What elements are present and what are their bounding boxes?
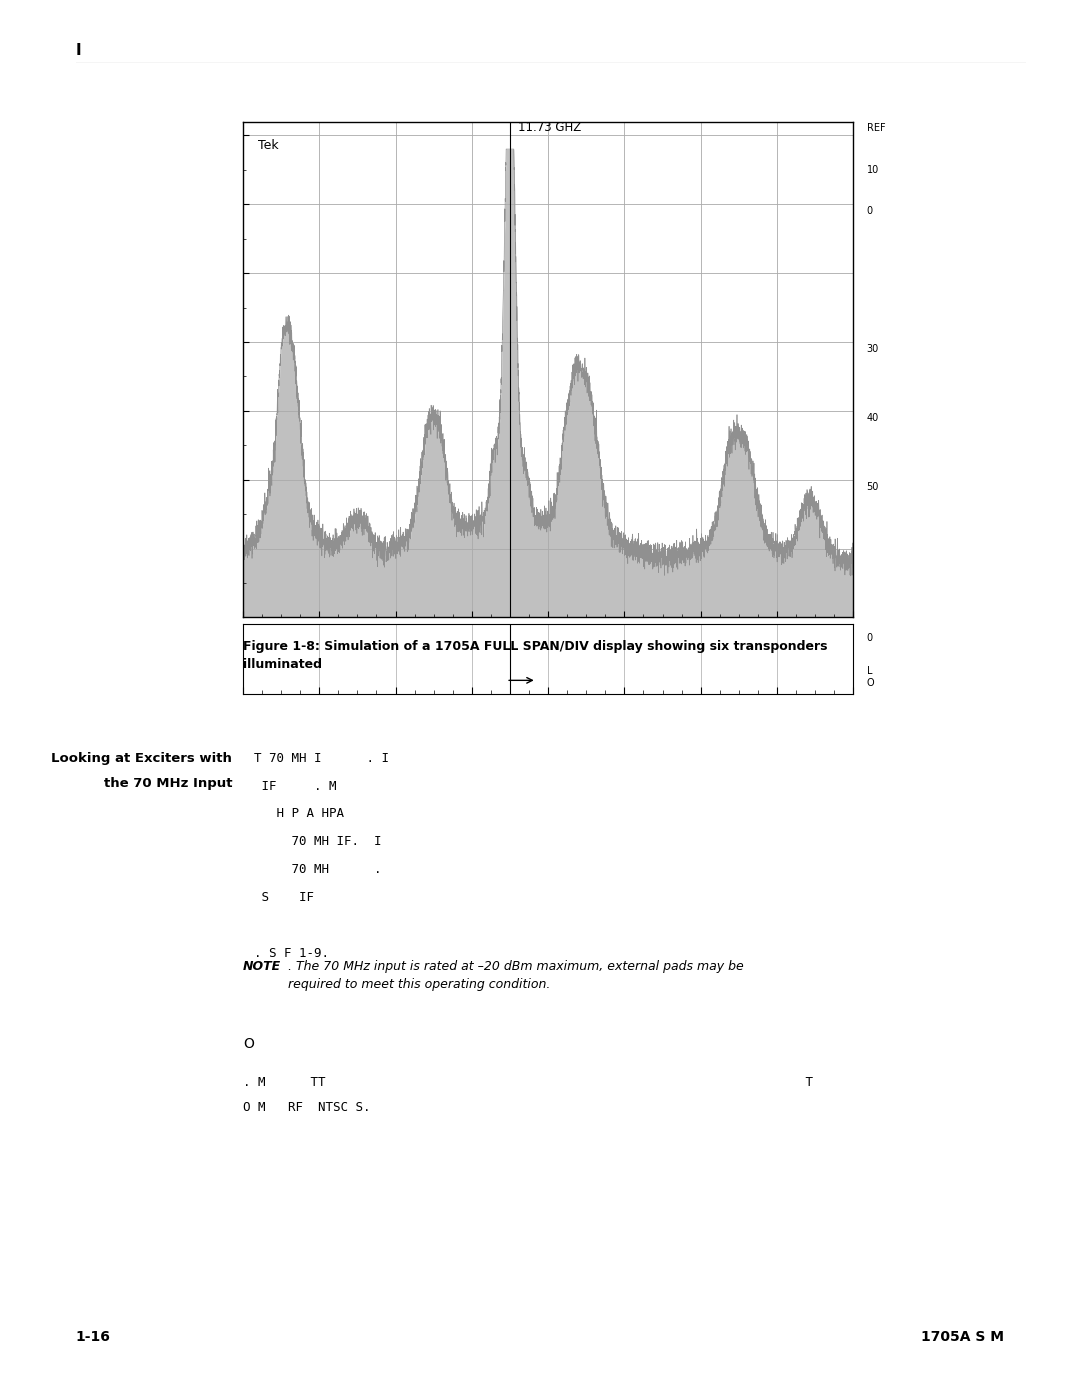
Text: 7: 7 <box>507 638 513 648</box>
Text: O: O <box>243 1037 254 1051</box>
Text: 5: 5 <box>430 638 437 648</box>
Text: 1705A S M: 1705A S M <box>921 1330 1004 1344</box>
Text: NOTE: NOTE <box>243 960 281 972</box>
Text: T 70 MH I      . I: T 70 MH I . I <box>254 752 389 764</box>
Text: I: I <box>76 43 81 57</box>
Text: REF: REF <box>866 123 886 134</box>
Text: H P A HPA: H P A HPA <box>254 807 343 820</box>
Text: 3: 3 <box>354 638 361 648</box>
Text: Figure 1-8: Simulation of a 1705A FULL SPAN/DIV display showing six transponders: Figure 1-8: Simulation of a 1705A FULL S… <box>243 640 827 671</box>
Text: 0: 0 <box>866 207 873 217</box>
Text: 50: 50 <box>866 482 879 492</box>
Text: 11: 11 <box>656 638 670 648</box>
Text: 30: 30 <box>866 344 879 353</box>
Text: 1: 1 <box>278 638 284 648</box>
Text: IF     . M: IF . M <box>254 780 336 792</box>
Text: 13: 13 <box>732 638 745 648</box>
Text: 15: 15 <box>809 638 822 648</box>
Text: 1-16: 1-16 <box>76 1330 110 1344</box>
Text: Tek: Tek <box>258 138 279 152</box>
Text: 70 MH IF.  I: 70 MH IF. I <box>254 835 381 848</box>
Text: . S F 1-9.: . S F 1-9. <box>254 947 328 960</box>
Text: O M   RF  NTSC S.: O M RF NTSC S. <box>243 1101 370 1113</box>
Text: S    IF: S IF <box>254 891 314 904</box>
Text: 11.73 GHZ: 11.73 GHZ <box>517 120 581 134</box>
Text: 10: 10 <box>866 165 879 175</box>
Text: Looking at Exciters with: Looking at Exciters with <box>52 752 232 764</box>
Text: 9: 9 <box>583 638 590 648</box>
Text: . The 70 MHz input is rated at –20 dBm maximum, external pads may be
required to: . The 70 MHz input is rated at –20 dBm m… <box>288 960 744 990</box>
Text: . M      TT                                                                T: . M TT T <box>243 1076 813 1088</box>
Text: L
O: L O <box>866 666 874 687</box>
Text: 0: 0 <box>866 633 873 644</box>
Text: 70 MH      .: 70 MH . <box>254 863 381 876</box>
Text: 40: 40 <box>866 412 879 423</box>
Text: the 70 MHz Input: the 70 MHz Input <box>104 777 232 789</box>
